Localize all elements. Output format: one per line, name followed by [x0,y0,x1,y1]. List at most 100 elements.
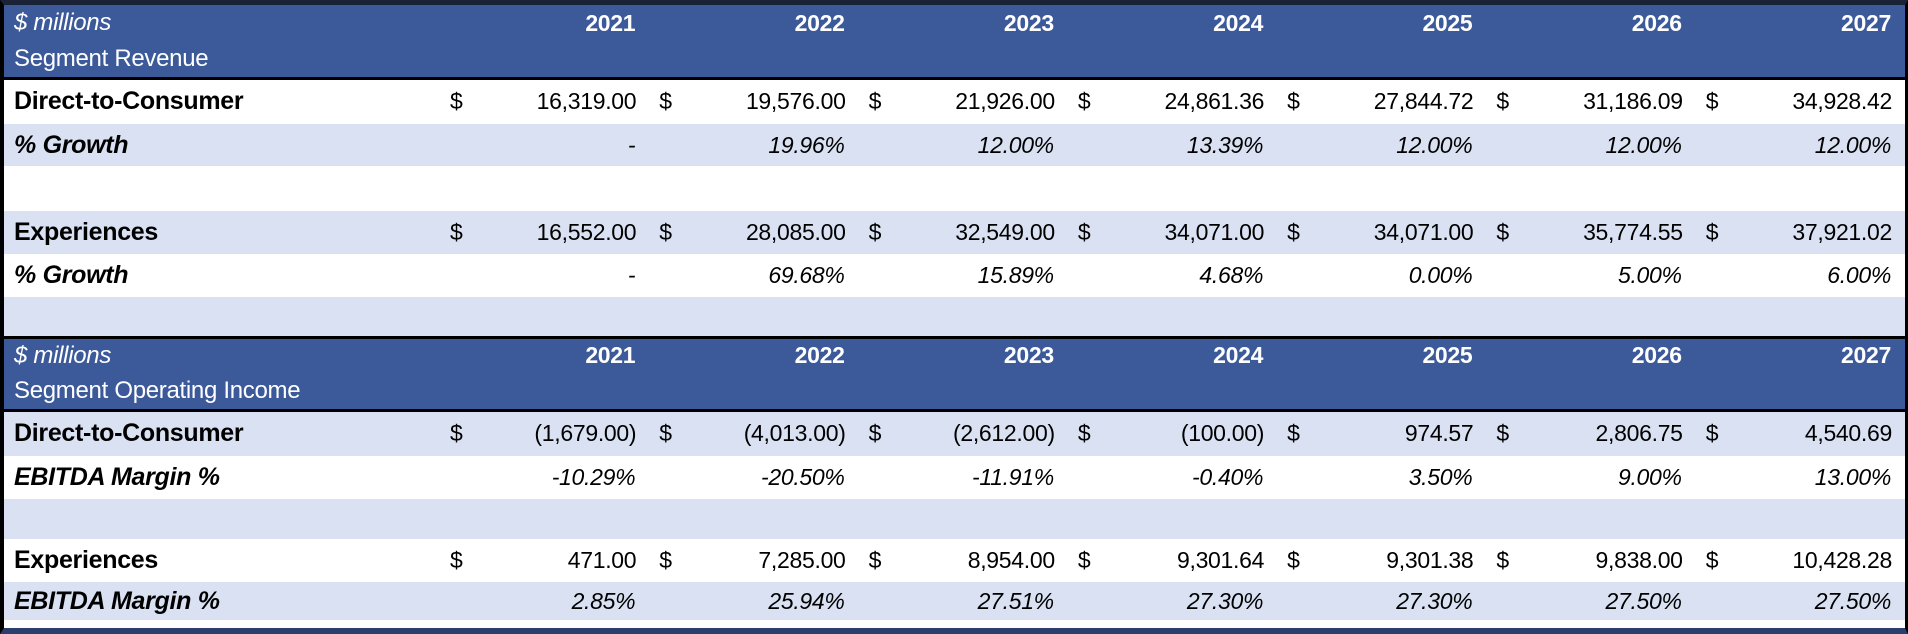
year-header-cell[interactable]: 2027 [1695,5,1905,41]
row-label-cell[interactable]: EBITDA Margin % [4,582,440,620]
percent-cell[interactable]: 12.00% [858,124,1068,166]
percent-cell[interactable]: 13.39% [1067,124,1278,166]
row-label-cell[interactable]: % Growth [4,124,440,166]
cell-value: 21,926.00 [955,88,1055,115]
currency-symbol: $ [450,88,463,115]
currency-cell[interactable]: $ (100.00) [1067,410,1278,456]
section-title[interactable]: Segment Revenue [4,41,1905,80]
year-header-cell[interactable]: 2022 [649,5,859,41]
year-header-cell[interactable]: 2026 [1486,5,1696,41]
currency-cell[interactable]: $ (2,612.00) [858,410,1068,456]
percent-cell[interactable]: - [440,254,650,297]
currency-cell[interactable]: $19,576.00 [649,78,859,124]
currency-cell[interactable]: $27,844.72 [1277,78,1487,124]
percent-cell[interactable]: - [440,124,650,166]
percent-cell[interactable]: 15.89% [858,254,1068,297]
row-label-cell[interactable]: Experiences [4,211,440,254]
percent-cell[interactable]: 12.00% [1486,124,1696,166]
currency-cell[interactable]: $34,928.42 [1695,78,1905,124]
year-header-cell[interactable]: 2025 [1277,5,1487,41]
currency-cell[interactable]: $471.00 [440,539,650,582]
percent-cell[interactable]: 27.51% [858,582,1068,620]
percent-cell[interactable]: 4.68% [1067,254,1278,297]
blank-cell[interactable] [4,166,1905,211]
blank-cell[interactable] [4,297,1905,337]
percent-cell[interactable]: -20.50% [649,456,859,499]
percent-cell[interactable]: 2.85% [440,582,650,620]
year-header-cell[interactable]: 2026 [1486,335,1696,373]
row-label-cell[interactable]: Direct-to-Consumer [4,78,440,124]
percent-cell[interactable]: 12.00% [1695,124,1905,166]
percent-cell[interactable]: 0.00% [1277,254,1487,297]
year-header-cell[interactable]: 2021 [440,5,650,41]
percent-cell[interactable]: 12.00% [1277,124,1487,166]
row-label-cell[interactable]: % Growth [4,254,440,297]
blank-row [4,166,1905,211]
currency-cell[interactable]: $35,774.55 [1486,211,1696,254]
percent-cell[interactable]: 27.50% [1486,582,1696,620]
percent-cell[interactable]: -10.29% [440,456,650,499]
currency-cell[interactable]: $9,301.64 [1067,539,1278,582]
cell-value: 7,285.00 [758,547,846,573]
unit-label-cell[interactable]: $ millions [4,335,440,373]
currency-cell[interactable]: $28,085.00 [649,211,859,254]
currency-cell[interactable]: $34,071.00 [1277,211,1487,254]
year-header-cell[interactable]: 2024 [1067,5,1278,41]
percent-cell[interactable]: 3.50% [1277,456,1487,499]
percent-cell[interactable]: 69.68% [649,254,859,297]
percent-cell[interactable]: 13.00% [1695,456,1905,499]
percent-cell[interactable]: 5.00% [1486,254,1696,297]
currency-cell[interactable]: $ (1,679.00) [440,410,650,456]
year-header-cell[interactable]: 2024 [1067,335,1278,373]
currency-cell[interactable]: $2,806.75 [1486,410,1696,456]
currency-cell[interactable]: $7,285.00 [649,539,859,582]
row-label-cell[interactable]: Experiences [4,539,440,582]
blank-cell[interactable] [4,499,1905,539]
currency-symbol: $ [1496,88,1509,115]
currency-symbol: $ [1077,547,1091,573]
percent-cell[interactable]: -11.91% [858,456,1068,499]
currency-cell[interactable]: $4,540.69 [1695,410,1905,456]
percent-cell[interactable]: 27.30% [1067,582,1278,620]
cell-value: (2,612.00) [952,420,1055,447]
currency-cell[interactable]: $21,926.00 [858,78,1068,124]
currency-cell[interactable]: $974.57 [1277,410,1487,456]
year-header-cell[interactable]: 2022 [649,335,859,373]
unit-label-cell[interactable]: $ millions [4,5,440,41]
currency-cell[interactable]: $37,921.02 [1695,211,1905,254]
currency-cell[interactable]: $32,549.00 [858,211,1068,254]
year-header-cell[interactable]: 2023 [858,5,1068,41]
currency-symbol: $ [868,547,882,573]
table-row: Direct-to-Consumer $ (1,679.00) $ (4,013.0… [4,410,1905,456]
section2-header-row: $ millions 2021 2022 2023 2024 2025 2026… [4,335,1905,373]
currency-symbol: $ [1705,420,1719,447]
row-label-cell[interactable]: EBITDA Margin % [4,456,440,499]
currency-cell[interactable]: $16,319.00 [440,78,650,124]
row-label-cell[interactable]: Direct-to-Consumer [4,410,440,456]
percent-cell[interactable]: 25.94% [649,582,859,620]
percent-cell[interactable]: 27.30% [1277,582,1487,620]
section-title[interactable]: Segment Operating Income [4,373,1905,412]
percent-cell[interactable]: -0.40% [1067,456,1278,499]
percent-cell[interactable]: 9.00% [1486,456,1696,499]
year-header-cell[interactable]: 2027 [1695,335,1905,373]
currency-cell[interactable]: $8,954.00 [858,539,1068,582]
table-row: EBITDA Margin % 2.85% 25.94% 27.51% 27.3… [4,582,1905,620]
cell-value: 9,301.38 [1386,547,1474,573]
year-header-cell[interactable]: 2021 [440,335,650,373]
percent-cell[interactable]: 6.00% [1695,254,1905,297]
currency-cell[interactable]: $10,428.28 [1695,539,1905,582]
currency-cell[interactable]: $16,552.00 [440,211,650,254]
year-header-cell[interactable]: 2023 [858,335,1068,373]
percent-cell[interactable]: 27.50% [1695,582,1905,620]
currency-cell[interactable]: $34,071.00 [1067,211,1278,254]
percent-cell[interactable]: 19.96% [649,124,859,166]
currency-cell[interactable]: $9,301.38 [1277,539,1487,582]
year-header-cell[interactable]: 2025 [1277,335,1487,373]
currency-cell[interactable]: $9,838.00 [1486,539,1696,582]
currency-cell[interactable]: $ (4,013.00) [649,410,859,456]
currency-cell[interactable]: $31,186.09 [1486,78,1696,124]
cell-value: 34,928.42 [1792,88,1892,115]
currency-cell[interactable]: $24,861.36 [1067,78,1278,124]
cell-value: 27,844.72 [1373,88,1474,115]
